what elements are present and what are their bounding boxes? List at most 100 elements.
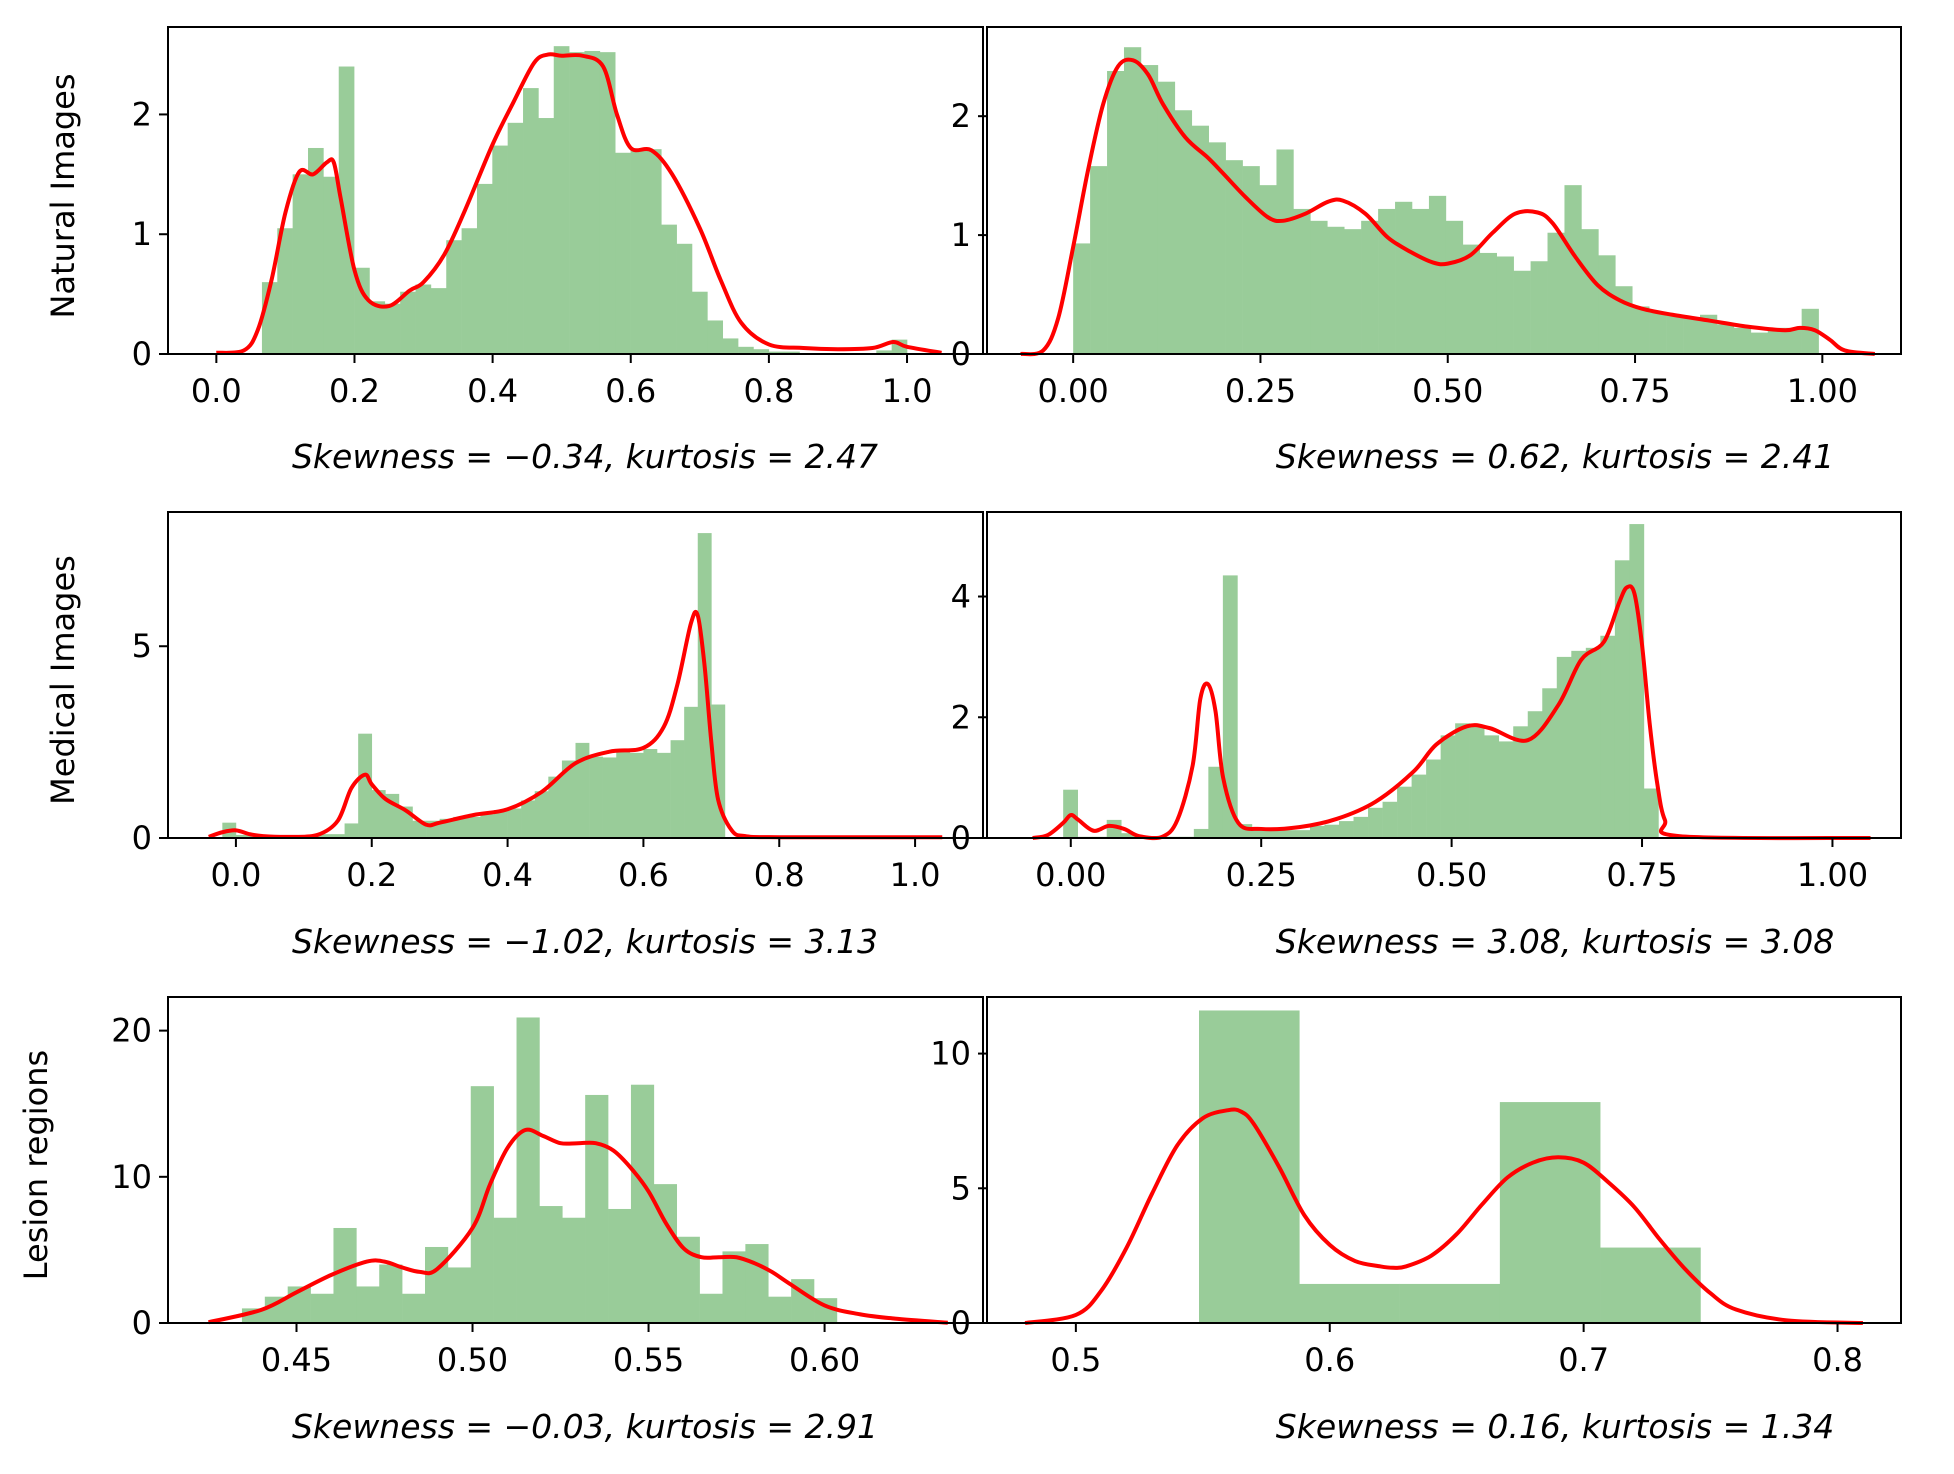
hist-bar [292, 174, 309, 354]
hist-bar [1378, 208, 1396, 354]
x-tick-label: 0.75 [1599, 372, 1670, 410]
y-tick-label: 0 [132, 1304, 152, 1342]
x-tick-label: 0.6 [1304, 1341, 1355, 1379]
x-tick-label: 0.0 [210, 856, 261, 894]
x-tick-label: 0.4 [482, 856, 533, 894]
hist-bar [521, 800, 536, 838]
hist-bar [711, 704, 726, 838]
hist-bar [699, 1293, 723, 1323]
x-tick-label: 0.50 [1412, 372, 1483, 410]
hist-bar [722, 1251, 746, 1323]
hist-bar [768, 1296, 792, 1323]
hist-bar [1107, 71, 1125, 354]
caption-lesion-right: Skewness = 0.16, kurtosis = 1.34 [1276, 1407, 1834, 1446]
x-tick-label: 0.8 [754, 856, 805, 894]
hist-bar [480, 814, 495, 838]
panel-natural-left: 0.0 0.2 0.4 0.6 0.8 1.0 0 1 2 [132, 26, 984, 410]
y-tick-label: 4 [951, 578, 971, 616]
hist-bar [1564, 185, 1582, 354]
hist-bar [1324, 824, 1340, 838]
hist-bar [616, 749, 631, 838]
hist-bar [1222, 575, 1238, 838]
hist-bar [615, 152, 631, 354]
hist-bar [1174, 110, 1193, 355]
hist-bar [1801, 308, 1819, 354]
hist-bar [1293, 208, 1311, 354]
hist-bar [1191, 125, 1209, 354]
hist-bar [1649, 312, 1667, 354]
hist-bar [333, 1227, 357, 1323]
y-tick-label: 0 [951, 1304, 971, 1342]
hist-bar [338, 66, 355, 354]
hist-bar [653, 1184, 678, 1323]
hist-bar [1276, 149, 1294, 354]
panel-lesion-right: 0.5 0.6 0.7 0.8 0 5 10 [930, 996, 1902, 1379]
hist-bar [310, 1293, 334, 1323]
hist-bar [599, 52, 616, 355]
x-tick-label: 0.00 [1035, 856, 1106, 894]
y-tick-label: 0 [132, 335, 152, 373]
hist-bar [400, 291, 416, 354]
hist-bar [562, 1217, 586, 1323]
hist-bar [446, 240, 462, 354]
hist-bar [691, 291, 708, 354]
hist-bar [1600, 635, 1616, 838]
row-label-lesion: Lesion regions [17, 1050, 55, 1280]
hist-bar [1208, 766, 1224, 838]
hist-bar [630, 1084, 655, 1323]
hist-bar [1121, 833, 1137, 838]
y-tick-label: 20 [111, 1012, 152, 1050]
hist-bar [1339, 821, 1354, 838]
hist-bar [507, 122, 524, 354]
hist-bar [661, 224, 677, 354]
hist-bar [453, 816, 468, 838]
x-tick-label: 0.45 [261, 1341, 332, 1379]
hist-bar [738, 346, 754, 354]
kde-curve [1024, 1107, 1863, 1325]
hist-bar [1411, 774, 1427, 838]
axes-frame [167, 996, 984, 1324]
hist-bar [1251, 830, 1267, 838]
hist-bar [507, 808, 522, 838]
y-tick-label: 2 [951, 698, 971, 736]
y-tick-label: 0 [951, 335, 971, 373]
hist-bar [277, 228, 293, 354]
y-tick-label: 5 [132, 627, 152, 665]
x-tick-label: 0.7 [1558, 1341, 1609, 1379]
x-tick-label: 1.0 [890, 856, 941, 894]
hist-bar [1547, 232, 1565, 354]
hist-bar [523, 88, 539, 354]
kde-curve [208, 1127, 948, 1325]
hist-bar [447, 1267, 472, 1323]
hist-bar [369, 301, 386, 354]
hist-bar [1157, 81, 1176, 354]
hist-bar [1395, 201, 1413, 354]
hist-bar [1469, 726, 1485, 838]
x-tick-label: 0.2 [329, 372, 380, 410]
hist-bar [1527, 711, 1543, 838]
y-tick-label: 1 [132, 215, 152, 253]
x-tick-label: 0.0 [191, 372, 242, 410]
hist-bar [1310, 220, 1328, 354]
panel-medical-right: 0.00 0.25 0.50 0.75 1.00 0 2 4 [951, 511, 1902, 894]
hist-bar [553, 46, 570, 354]
hist-bar [1700, 314, 1718, 354]
axes-frame [986, 511, 1902, 839]
x-tick-label: 1.0 [882, 372, 933, 410]
hist-bar [657, 752, 671, 838]
hist-bar [584, 50, 601, 355]
y-tick-label: 0 [951, 819, 971, 857]
hist-bar [534, 791, 549, 838]
panel-natural-right: 0.00 0.25 0.50 0.75 1.00 0 1 2 [951, 26, 1902, 410]
hist-bar [608, 1208, 632, 1323]
hist-bar [602, 757, 617, 838]
axes-frame [986, 26, 1902, 355]
hist-bar [1140, 65, 1159, 355]
caption-medical-left: Skewness = −1.02, kurtosis = 3.13 [292, 922, 878, 961]
hist-bar [371, 790, 386, 838]
row-label-natural: Natural Images [44, 73, 82, 318]
hist-bar [1479, 252, 1497, 354]
hist-bar [402, 1293, 426, 1323]
axes-frame [167, 511, 984, 839]
